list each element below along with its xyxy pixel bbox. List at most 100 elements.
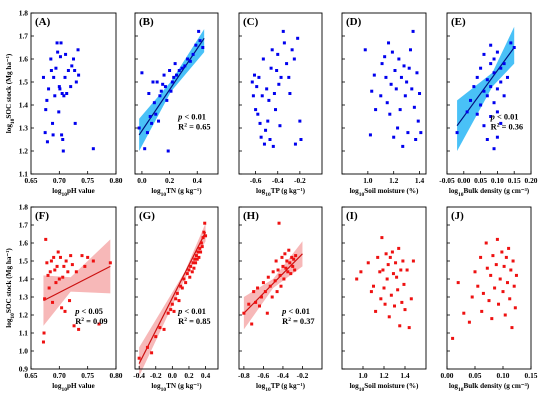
x-tick-label: -0.6 [250,176,262,185]
x-tick-label: 0.80 [110,176,123,185]
data-point [91,147,95,151]
data-point [65,92,69,95]
data-point [91,259,95,263]
data-point [363,48,367,52]
data-point [298,119,302,123]
data-point [403,308,407,312]
data-point [277,82,281,86]
data-point [418,92,422,95]
x-tick-label: 0.70 [53,176,66,185]
data-point [72,57,75,61]
data-point [499,80,503,84]
data-point [254,300,258,304]
data-point [379,297,383,301]
x-tick-label: 0.05 [474,176,487,185]
data-point [465,110,469,114]
data-point [484,241,488,245]
x-tick-label: 0.00 [441,371,454,380]
data-point [399,268,403,272]
axis-title-log: log [52,382,62,390]
data-point [73,121,77,125]
data-point [479,255,483,259]
data-point [137,126,141,130]
data-point [487,299,491,303]
data-point [169,89,173,93]
data-point [200,245,204,249]
data-point [282,41,286,45]
data-point [387,315,391,319]
data-point [170,80,174,84]
p-value-text: p < 0.01 [177,112,206,121]
data-point [512,46,516,49]
data-point [296,36,300,40]
p-value-text: p < 0.01 [281,307,310,316]
data-point [283,252,287,256]
data-point [194,254,198,258]
data-point [58,55,62,59]
data-point [380,62,384,66]
y-tick-label: 1.3 [19,124,29,133]
data-point [512,284,516,288]
data-point [400,300,404,304]
axis-title-rest: TP (g kg⁻¹) [271,187,306,195]
data-point [252,73,256,77]
data-point [44,237,48,241]
data-point [368,133,372,137]
data-point [77,327,81,331]
y-tick-label: 1.5 [19,78,29,87]
data-point [257,75,261,79]
x-tick-label: 1.4 [400,371,410,380]
data-point [261,281,265,285]
axis-title-rest: TP (g kg⁻¹) [271,382,306,390]
y-tick-label: 1.7 [19,221,29,230]
data-point [169,308,173,312]
data-point [74,80,78,84]
data-point [162,73,166,77]
data-point [380,236,384,240]
data-point [266,275,270,279]
data-point [287,75,291,79]
data-point [500,250,504,254]
data-point [177,299,181,303]
data-point [392,135,396,139]
data-point [366,261,370,265]
data-point [419,131,423,135]
data-point [393,69,397,72]
data-point [495,237,499,241]
r2-symbol: R [75,317,82,326]
y-tick-label: 1.7 [19,32,29,41]
data-point [151,80,155,84]
data-point [54,281,58,285]
data-point [451,336,455,340]
plot-frame [238,12,323,175]
data-point [51,300,55,304]
data-point [57,277,61,281]
data-point [277,221,281,225]
data-point [385,101,389,105]
data-point [52,75,56,79]
y-tick-label: 1.0 [19,347,29,356]
r2-symbol: R [178,317,185,326]
data-point [290,255,294,259]
data-point [198,246,202,250]
r2-symbol: R [282,317,289,326]
data-point [256,112,260,116]
data-point [192,266,196,270]
x-axis-title: log10Bulk density (g cm⁻³) [449,382,530,393]
data-point [166,311,170,315]
panel-label: (D) [346,16,362,28]
data-point [80,254,84,258]
data-point [396,126,400,130]
data-point [53,94,57,98]
data-point [299,138,303,141]
p-symbol: p [74,307,79,316]
panel-a: 0.65 0.70 0.75 0.80 1.1 1.2 1.3 1.4 1.5 1.6 1.7 1.8… [5,9,123,199]
data-point [403,94,407,98]
data-point [456,281,460,285]
data-point [57,110,61,114]
x-axis-title: log10Bulk density (g cm⁻³) [449,187,530,198]
axis-title-log: log [449,187,459,195]
data-point [482,89,486,93]
data-point [489,62,493,66]
